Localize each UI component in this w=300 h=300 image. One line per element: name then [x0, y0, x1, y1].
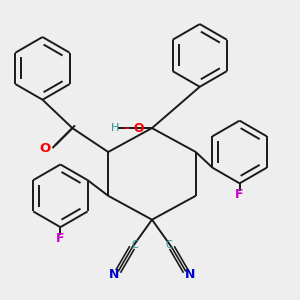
Text: O: O — [39, 142, 51, 154]
Text: - O: - O — [120, 122, 144, 135]
Text: F: F — [235, 188, 244, 201]
Text: C: C — [166, 240, 172, 250]
Text: N: N — [109, 268, 119, 281]
Text: C: C — [132, 240, 138, 250]
Text: N: N — [185, 268, 196, 281]
Text: F: F — [56, 232, 65, 245]
Text: H: H — [111, 123, 120, 133]
